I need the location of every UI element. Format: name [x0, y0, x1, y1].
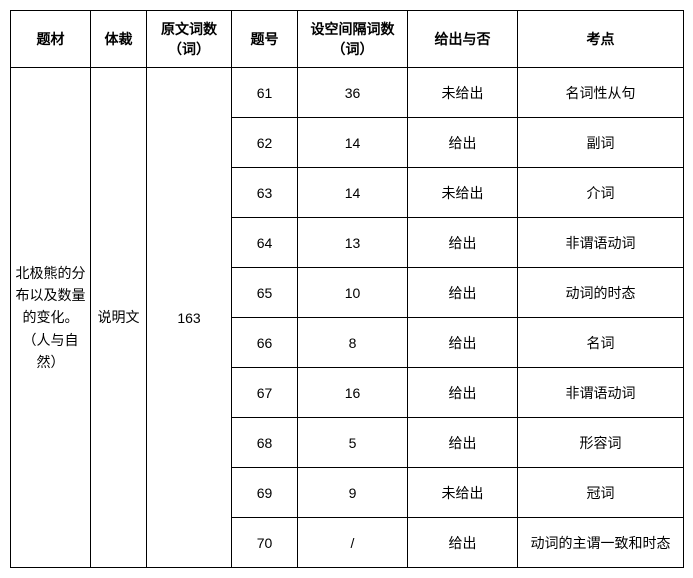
cell-given: 给出: [408, 368, 518, 418]
cell-given: 给出: [408, 118, 518, 168]
cell-qnum: 70: [232, 518, 298, 568]
header-genre: 体裁: [91, 11, 147, 68]
cell-gap: 14: [298, 168, 408, 218]
cell-given: 未给出: [408, 468, 518, 518]
cell-given: 给出: [408, 218, 518, 268]
cell-gap: 8: [298, 318, 408, 368]
cell-given: 未给出: [408, 68, 518, 118]
cell-given: 给出: [408, 418, 518, 468]
cell-point: 名词性从句: [518, 68, 684, 118]
header-row: 题材 体裁 原文词数（词） 题号 设空间隔词数（词） 给出与否 考点: [11, 11, 684, 68]
cell-topic: 北极熊的分布以及数量的变化。（人与自然）: [11, 68, 91, 568]
cell-given: 给出: [408, 518, 518, 568]
cell-gap: 14: [298, 118, 408, 168]
header-topic: 题材: [11, 11, 91, 68]
header-given: 给出与否: [408, 11, 518, 68]
cell-qnum: 65: [232, 268, 298, 318]
cell-gap: 5: [298, 418, 408, 468]
cell-point: 副词: [518, 118, 684, 168]
cell-given: 给出: [408, 318, 518, 368]
cell-given: 给出: [408, 268, 518, 318]
cell-qnum: 67: [232, 368, 298, 418]
cell-gap: 16: [298, 368, 408, 418]
cell-genre: 说明文: [91, 68, 147, 568]
cell-point: 形容词: [518, 418, 684, 468]
header-gap: 设空间隔词数（词）: [298, 11, 408, 68]
cell-qnum: 66: [232, 318, 298, 368]
cell-words: 163: [147, 68, 232, 568]
cell-given: 未给出: [408, 168, 518, 218]
cell-qnum: 69: [232, 468, 298, 518]
cell-gap: /: [298, 518, 408, 568]
header-qnum: 题号: [232, 11, 298, 68]
cell-qnum: 62: [232, 118, 298, 168]
cell-gap: 13: [298, 218, 408, 268]
cell-qnum: 61: [232, 68, 298, 118]
analysis-table: 题材 体裁 原文词数（词） 题号 设空间隔词数（词） 给出与否 考点 北极熊的分…: [10, 10, 684, 568]
header-point: 考点: [518, 11, 684, 68]
table-row: 北极熊的分布以及数量的变化。（人与自然） 说明文 163 61 36 未给出 名…: [11, 68, 684, 118]
cell-point: 非谓语动词: [518, 368, 684, 418]
cell-point: 名词: [518, 318, 684, 368]
cell-gap: 9: [298, 468, 408, 518]
cell-point: 动词的主谓一致和时态: [518, 518, 684, 568]
header-words: 原文词数（词）: [147, 11, 232, 68]
cell-qnum: 68: [232, 418, 298, 468]
cell-qnum: 63: [232, 168, 298, 218]
cell-qnum: 64: [232, 218, 298, 268]
table-body: 北极熊的分布以及数量的变化。（人与自然） 说明文 163 61 36 未给出 名…: [11, 68, 684, 568]
cell-gap: 10: [298, 268, 408, 318]
cell-point: 介词: [518, 168, 684, 218]
cell-gap: 36: [298, 68, 408, 118]
cell-point: 动词的时态: [518, 268, 684, 318]
cell-point: 非谓语动词: [518, 218, 684, 268]
cell-point: 冠词: [518, 468, 684, 518]
